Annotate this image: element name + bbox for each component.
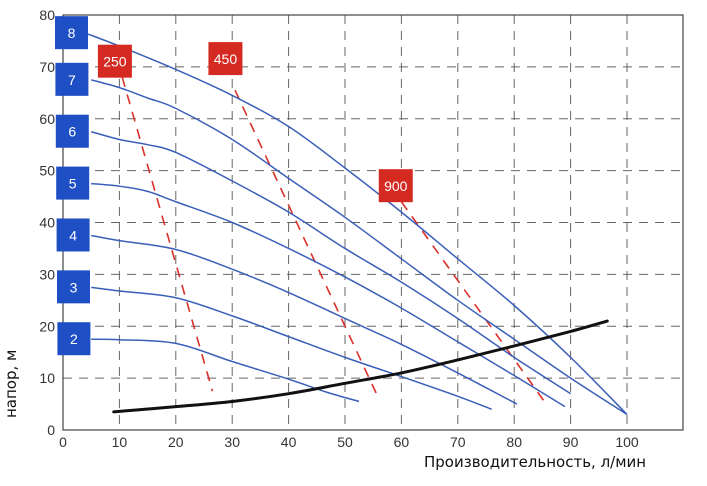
y-tick-label: 80 (39, 7, 55, 23)
system-curve-line (112, 319, 609, 414)
y-tick-label: 10 (39, 370, 55, 386)
curve-label-box-7 (55, 62, 89, 96)
grid (63, 15, 683, 430)
system-curve (112, 319, 609, 414)
y-tick-label: 20 (39, 318, 55, 334)
x-tick-label: 0 (59, 434, 67, 450)
x-tick-label: 90 (563, 434, 579, 450)
y-axis-label: напор, м (2, 350, 20, 418)
curve-label-4: 4 (69, 227, 77, 243)
x-tick-label: 50 (337, 434, 353, 450)
iso-line-450 (234, 89, 380, 400)
iso-line-900 (400, 201, 549, 408)
curve-label-box-4 (56, 218, 90, 252)
curve-label-box-6 (55, 114, 89, 148)
x-tick-label: 30 (224, 434, 240, 450)
y-tick-label: 60 (39, 111, 55, 127)
y-tick-label: 0 (47, 422, 55, 438)
pump-curve-3 (91, 286, 492, 410)
pump-curve-7 (91, 79, 628, 416)
y-axis-ticks: 0 10 20 30 40 50 60 70 80 (39, 7, 55, 438)
y-tick-label: 30 (39, 266, 55, 282)
curve-label-2: 2 (70, 331, 78, 347)
curve-label-box-3 (57, 270, 90, 304)
curve-label-7: 7 (68, 72, 76, 88)
x-tick-label: 10 (112, 434, 128, 450)
iso-label-250: 250 (103, 54, 127, 70)
x-tick-label: 60 (394, 434, 410, 450)
y-tick-label: 70 (39, 59, 55, 75)
pump-curves (85, 32, 628, 416)
y-tick-label: 40 (39, 215, 55, 231)
curve-label-box-8 (55, 16, 88, 50)
x-tick-label: 80 (506, 434, 522, 450)
x-axis-ticks: 0 10 20 30 40 50 60 70 80 90 100 (59, 434, 639, 450)
curve-label-6: 6 (68, 124, 76, 140)
iso-label-900: 900 (384, 178, 408, 194)
iso-line-250 (121, 77, 214, 392)
curve-label-box-2 (57, 322, 91, 356)
x-axis-label: Производительность, л/мин (424, 453, 646, 471)
iso-label-450: 450 (214, 51, 238, 67)
pump-curve-6 (91, 130, 572, 395)
iso-label-box-450 (208, 42, 243, 76)
curve-label-8: 8 (68, 25, 76, 41)
iso-label-box-900 (378, 169, 413, 203)
curve-label-3: 3 (70, 279, 78, 295)
pump-curve-8 (85, 32, 628, 415)
pump-curve-2 (91, 338, 360, 403)
curve-label-5: 5 (69, 176, 77, 192)
x-tick-label: 100 (615, 434, 639, 450)
y-tick-label: 50 (39, 163, 55, 179)
x-tick-label: 20 (168, 434, 184, 450)
x-tick-label: 70 (450, 434, 466, 450)
pump-curve-5 (91, 182, 566, 408)
x-tick-label: 40 (281, 434, 297, 450)
curve-labels: 2 3 4 5 6 7 8 250 450 900 (55, 16, 413, 356)
iso-lines (121, 77, 549, 408)
iso-label-box-250 (97, 44, 132, 78)
pump-curve-4 (91, 234, 518, 405)
curve-label-box-5 (56, 166, 90, 200)
